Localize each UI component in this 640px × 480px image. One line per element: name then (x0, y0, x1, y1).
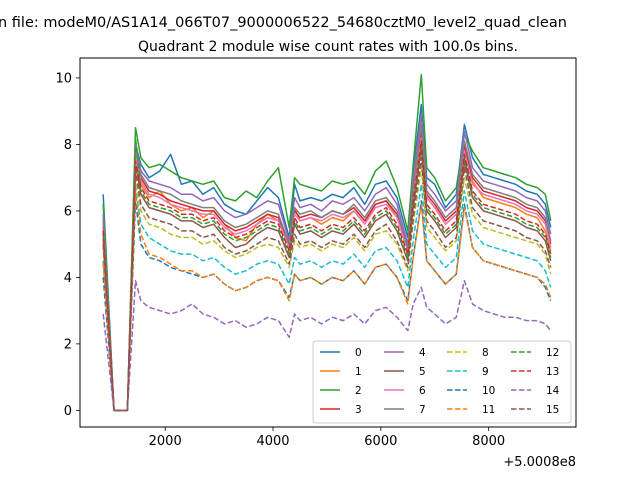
legend-label-15: 15 (546, 404, 559, 416)
series-line-9 (102, 183, 552, 412)
x-offset-label: +5.0008e8 (503, 455, 576, 470)
figure-suptitle: n file: modeM0/AS1A14_066T07_9000006522_… (0, 15, 567, 31)
legend-label-0: 0 (355, 347, 362, 359)
legend-label-1: 1 (355, 366, 362, 378)
legend-label-8: 8 (482, 347, 489, 359)
y-tick-label: 6 (64, 204, 72, 219)
legend-box (312, 340, 572, 424)
series-line-2 (102, 73, 552, 412)
x-axis: 2000 4000 6000 8000 (149, 427, 505, 449)
chart-title: Quadrant 2 module wise count rates with … (138, 39, 518, 55)
series-line-11 (102, 190, 552, 412)
legend-label-3: 3 (355, 404, 362, 416)
series-line-0 (102, 103, 552, 412)
series-layer (102, 73, 552, 412)
axes-frame (79, 57, 577, 428)
legend-label-7: 7 (419, 404, 426, 416)
legend-label-14: 14 (546, 385, 560, 397)
x-tick-label: 2000 (149, 434, 182, 449)
series-line-5 (102, 147, 552, 412)
series-line-15 (102, 156, 552, 412)
series-line-14 (102, 279, 552, 412)
legend-label-13: 13 (546, 366, 559, 378)
legend-label-6: 6 (419, 385, 426, 397)
legend-label-11: 11 (482, 404, 495, 416)
x-tick-label: 4000 (256, 434, 289, 449)
series-line-13 (102, 140, 552, 412)
y-tick-label: 2 (64, 337, 72, 352)
legend-label-12: 12 (546, 347, 559, 359)
legend-label-10: 10 (482, 385, 495, 397)
y-tick-label: 10 (55, 71, 72, 86)
y-tick-label: 8 (64, 138, 72, 153)
series-line-6 (102, 137, 552, 412)
series-line-7 (102, 123, 552, 412)
series-line-1 (102, 127, 552, 412)
y-tick-label: 4 (64, 271, 72, 286)
legend-label-9: 9 (482, 366, 489, 378)
legend-label-2: 2 (355, 385, 362, 397)
y-axis: 0 2 4 6 8 10 (55, 71, 80, 419)
x-tick-label: 8000 (472, 434, 505, 449)
series-line-4 (102, 113, 552, 412)
x-tick-label: 6000 (364, 434, 397, 449)
y-tick-label: 0 (64, 404, 72, 419)
legend-label-5: 5 (419, 366, 426, 378)
legend-label-4: 4 (419, 347, 426, 359)
series-line-8 (102, 166, 552, 412)
series-line-12 (102, 137, 552, 412)
